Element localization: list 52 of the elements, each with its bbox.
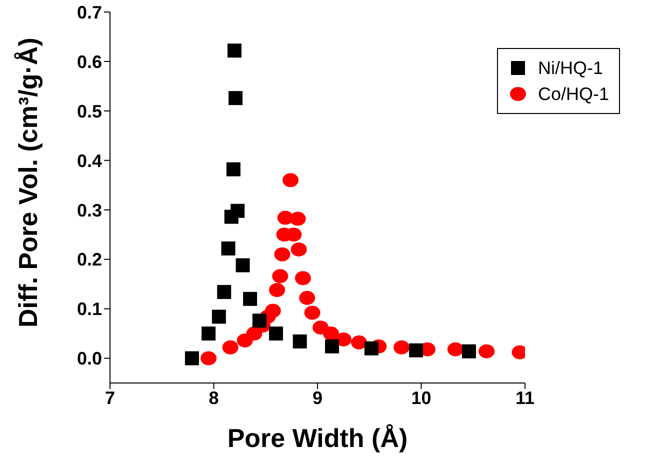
- point: [282, 173, 299, 188]
- point: [252, 314, 266, 328]
- point: [272, 269, 288, 284]
- point: [221, 241, 236, 256]
- point: [290, 242, 307, 256]
- y-tick-label: 0.4: [76, 150, 102, 171]
- point: [409, 343, 424, 358]
- point: [290, 212, 306, 226]
- x-axis-title: Pore Width (Å): [227, 423, 408, 453]
- point: [202, 326, 216, 341]
- x-tick-label: 10: [411, 388, 432, 408]
- y-tick-label: 0.7: [76, 2, 102, 22]
- y-tick-label: 0.1: [76, 299, 102, 320]
- point: [212, 310, 226, 324]
- point: [269, 283, 286, 298]
- point: [217, 284, 232, 299]
- point: [304, 306, 320, 320]
- y-tick-label: 0.3: [76, 200, 102, 220]
- point: [264, 304, 281, 318]
- y-tick-label: 0.6: [76, 52, 102, 72]
- y-tick-label: 0.5: [76, 101, 102, 122]
- legend-label: Ni/HQ-1: [538, 57, 603, 80]
- point: [200, 351, 217, 366]
- y-tick-label: 0.0: [76, 348, 102, 369]
- point: [228, 91, 243, 106]
- point: [322, 326, 339, 341]
- point: [227, 44, 242, 58]
- point: [184, 351, 199, 366]
- point: [274, 247, 290, 262]
- x-tick-label: 11: [515, 388, 534, 408]
- point: [364, 341, 378, 356]
- point: [222, 340, 238, 354]
- y-tick-label: 0.2: [76, 250, 102, 270]
- point: [243, 292, 258, 306]
- x-tick-label: 9: [312, 388, 322, 408]
- point: [292, 334, 307, 348]
- legend-label: Co/HQ-1: [538, 83, 609, 106]
- x-tick-label: 8: [208, 388, 219, 408]
- point: [447, 342, 464, 356]
- point: [226, 162, 240, 176]
- x-tick-label: 7: [104, 388, 116, 408]
- point: [299, 290, 316, 305]
- point: [294, 271, 311, 286]
- point: [268, 326, 283, 341]
- y-axis-title: Diff. Pore Vol. (cm³/g·Å): [13, 38, 44, 328]
- point: [462, 344, 476, 358]
- point: [478, 344, 495, 358]
- point: [325, 339, 340, 354]
- point: [394, 340, 410, 354]
- point: [350, 335, 367, 350]
- point: [335, 332, 352, 346]
- point: [236, 258, 250, 272]
